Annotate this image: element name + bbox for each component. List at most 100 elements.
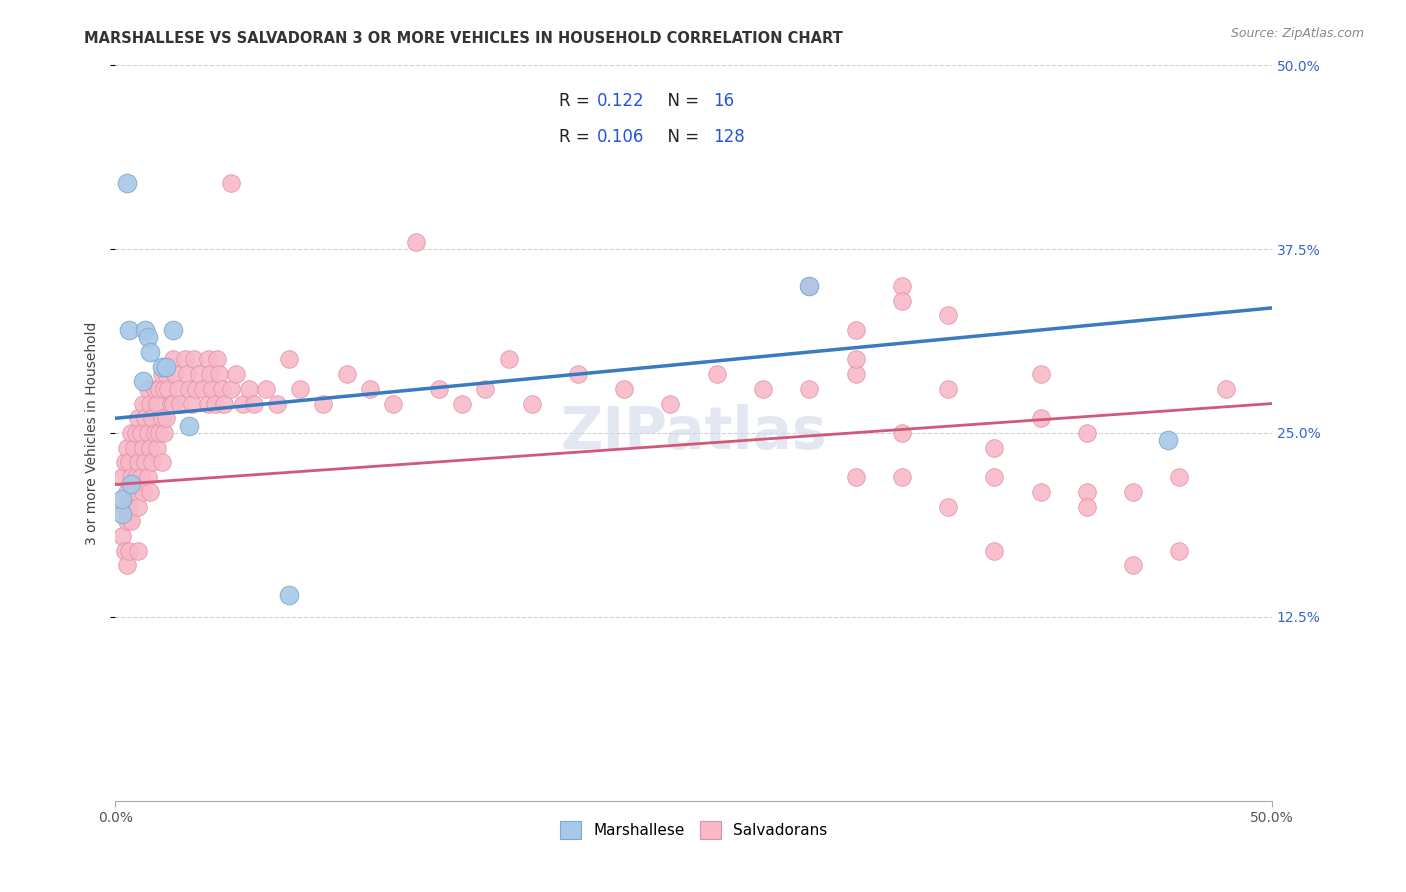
Point bbox=[114, 500, 136, 514]
Point bbox=[125, 470, 148, 484]
Point bbox=[474, 382, 496, 396]
Point bbox=[118, 323, 141, 337]
Legend: Marshallese, Salvadorans: Marshallese, Salvadorans bbox=[554, 815, 834, 845]
Point bbox=[1168, 543, 1191, 558]
Text: 128: 128 bbox=[713, 128, 745, 146]
Point bbox=[1029, 367, 1052, 381]
Text: 0.106: 0.106 bbox=[596, 128, 644, 146]
Point bbox=[219, 382, 242, 396]
Point bbox=[197, 352, 219, 367]
Point bbox=[134, 411, 156, 425]
Point bbox=[136, 470, 159, 484]
Point bbox=[139, 484, 162, 499]
Point bbox=[197, 396, 219, 410]
Point bbox=[122, 441, 145, 455]
Point bbox=[1076, 484, 1098, 499]
Point bbox=[890, 293, 912, 308]
Point bbox=[132, 375, 155, 389]
Point bbox=[983, 470, 1005, 484]
Point bbox=[179, 382, 201, 396]
Point bbox=[208, 367, 231, 381]
Point bbox=[205, 352, 228, 367]
Point bbox=[186, 382, 208, 396]
Point bbox=[141, 411, 163, 425]
Text: ZIPatlas: ZIPatlas bbox=[561, 404, 827, 461]
Point bbox=[1029, 411, 1052, 425]
Text: R =: R = bbox=[560, 128, 596, 146]
Point bbox=[121, 425, 143, 440]
Point bbox=[254, 382, 277, 396]
Point bbox=[498, 352, 520, 367]
Point bbox=[153, 425, 176, 440]
Point bbox=[180, 396, 202, 410]
Point bbox=[118, 500, 141, 514]
Point bbox=[225, 367, 247, 381]
Point bbox=[845, 470, 868, 484]
Point bbox=[136, 382, 159, 396]
Point bbox=[359, 382, 381, 396]
Point bbox=[845, 352, 868, 367]
Point bbox=[115, 484, 138, 499]
Point bbox=[115, 558, 138, 573]
Point bbox=[162, 352, 184, 367]
Point bbox=[148, 382, 170, 396]
Point bbox=[153, 382, 176, 396]
Point bbox=[243, 396, 266, 410]
Point bbox=[613, 382, 636, 396]
Point bbox=[1122, 558, 1144, 573]
Point bbox=[659, 396, 682, 410]
Point bbox=[129, 425, 152, 440]
Point bbox=[427, 382, 450, 396]
Point bbox=[150, 359, 173, 374]
Point bbox=[405, 235, 427, 249]
Point bbox=[111, 529, 134, 543]
Point bbox=[127, 500, 149, 514]
Point bbox=[845, 323, 868, 337]
Point bbox=[143, 382, 166, 396]
Point bbox=[266, 396, 288, 410]
Point bbox=[127, 455, 149, 469]
Point bbox=[1076, 500, 1098, 514]
Point bbox=[150, 455, 173, 469]
Point bbox=[162, 323, 184, 337]
Point bbox=[1122, 484, 1144, 499]
Point bbox=[139, 345, 162, 359]
Point bbox=[936, 308, 959, 322]
Point bbox=[115, 441, 138, 455]
Point bbox=[125, 425, 148, 440]
Point bbox=[169, 396, 191, 410]
Point bbox=[162, 396, 184, 410]
Point bbox=[155, 359, 177, 374]
Point bbox=[146, 396, 169, 410]
Point bbox=[129, 470, 152, 484]
Point bbox=[134, 455, 156, 469]
Point bbox=[150, 367, 173, 381]
Point bbox=[290, 382, 312, 396]
Point bbox=[136, 425, 159, 440]
Point bbox=[936, 382, 959, 396]
Point bbox=[114, 455, 136, 469]
Point bbox=[219, 176, 242, 190]
Point bbox=[799, 278, 821, 293]
Point bbox=[132, 396, 155, 410]
Text: MARSHALLESE VS SALVADORAN 3 OR MORE VEHICLES IN HOUSEHOLD CORRELATION CHART: MARSHALLESE VS SALVADORAN 3 OR MORE VEHI… bbox=[84, 31, 844, 46]
Point bbox=[143, 425, 166, 440]
Point bbox=[936, 500, 959, 514]
Point bbox=[1029, 484, 1052, 499]
Point bbox=[1076, 425, 1098, 440]
Point bbox=[201, 382, 224, 396]
Point bbox=[706, 367, 728, 381]
Point bbox=[115, 176, 138, 190]
Point bbox=[176, 367, 198, 381]
Point bbox=[132, 441, 155, 455]
Text: Source: ZipAtlas.com: Source: ZipAtlas.com bbox=[1230, 27, 1364, 40]
Point bbox=[136, 330, 159, 344]
Point bbox=[146, 441, 169, 455]
Point bbox=[173, 352, 195, 367]
Text: N =: N = bbox=[657, 92, 704, 110]
Point bbox=[183, 352, 205, 367]
Point bbox=[139, 396, 162, 410]
Point bbox=[150, 411, 173, 425]
Y-axis label: 3 or more Vehicles in Household: 3 or more Vehicles in Household bbox=[86, 321, 100, 545]
Point bbox=[211, 382, 233, 396]
